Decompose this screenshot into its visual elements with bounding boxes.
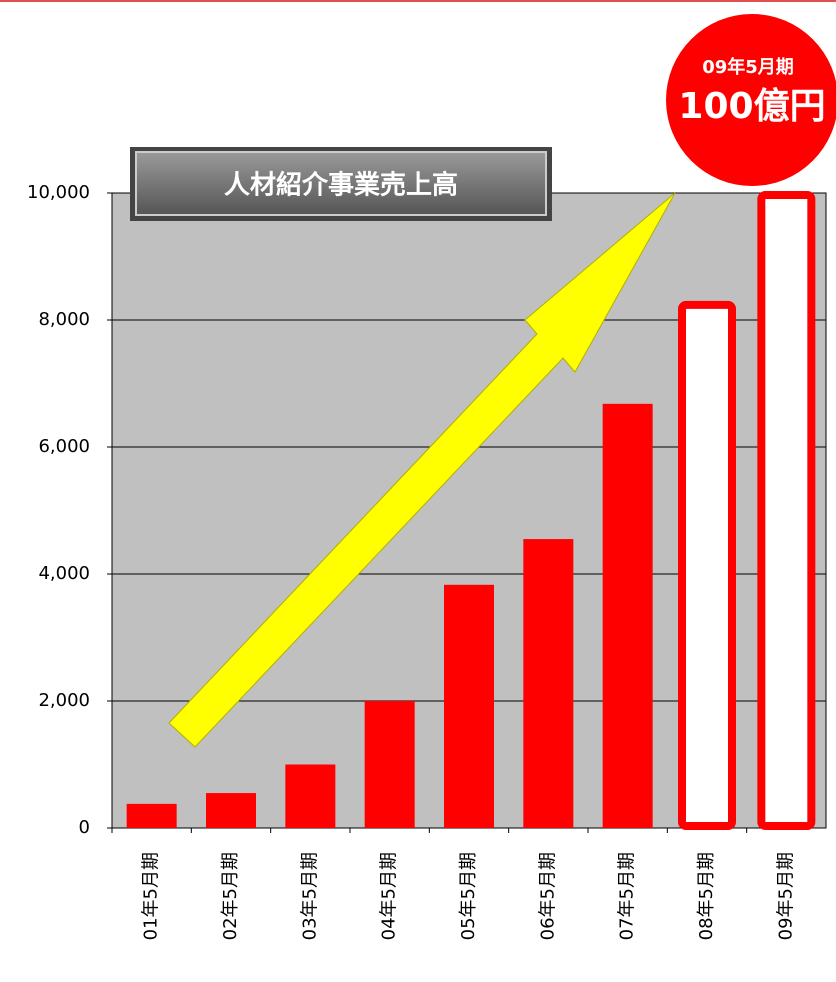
bar <box>364 701 415 828</box>
bar <box>126 803 177 828</box>
y-tick-label: 0 <box>79 817 90 838</box>
badge-period: 09年5月期 <box>702 56 794 78</box>
chart-title: 人材紹介事業売上高 <box>224 170 458 201</box>
x-tick-label: 05年5月期 <box>458 852 479 940</box>
x-tick-label: 06年5月期 <box>537 852 558 940</box>
y-tick-label: 2,000 <box>38 690 90 711</box>
x-tick-label: 02年5月期 <box>220 852 241 940</box>
trend-arrow <box>168 192 676 748</box>
title-box: 人材紹介事業売上高 <box>130 147 552 221</box>
y-tick-label: 4,000 <box>38 563 90 584</box>
x-tick-label: 03年5月期 <box>299 852 320 940</box>
x-tick-label: 09年5月期 <box>775 852 796 940</box>
x-tick-label: 01年5月期 <box>141 852 162 940</box>
badge-amount: 100億円 <box>678 86 825 127</box>
bar <box>285 764 336 828</box>
bar <box>206 793 256 828</box>
x-tick-label: 04年5月期 <box>379 852 400 940</box>
bar-outlined <box>757 191 816 830</box>
y-tick-label: 6,000 <box>38 436 90 457</box>
bar-outlined <box>678 300 736 831</box>
bar <box>523 539 574 828</box>
bar <box>444 584 494 828</box>
y-tick-label: 8,000 <box>38 309 90 330</box>
x-tick-label: 07年5月期 <box>617 852 638 940</box>
y-tick-label: 10,000 <box>27 182 90 203</box>
x-tick-label: 08年5月期 <box>696 852 717 940</box>
top-rule <box>0 0 836 2</box>
title-box-face <box>135 151 547 216</box>
badge: 09年5月期 100億円 <box>666 14 836 186</box>
badge-circle <box>666 14 836 186</box>
bar <box>602 403 653 828</box>
